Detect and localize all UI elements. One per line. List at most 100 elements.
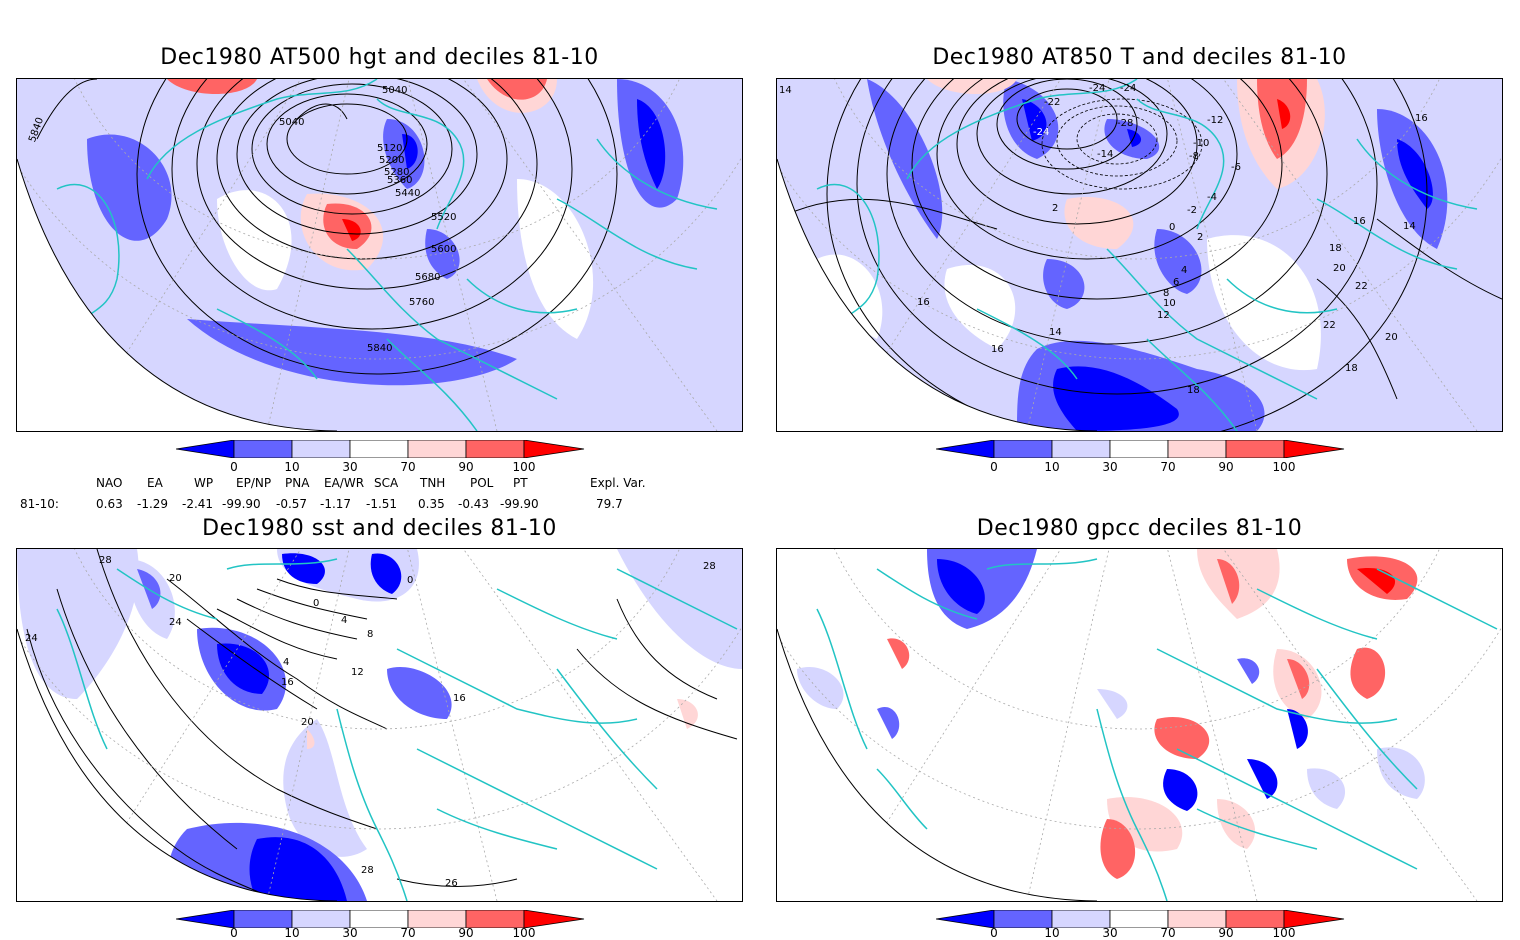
contour-label: 12 [1157,310,1170,321]
contour-label: -4 [1207,192,1217,203]
index-value: 79.7 [596,497,623,511]
contour-label: 5760 [409,297,434,308]
contour-label: 8 [1163,288,1169,299]
index-value: -0.57 [276,497,308,511]
panel-4-map [776,548,1503,902]
index-value: -2.41 [182,497,214,511]
contour-label: 14 [779,85,792,96]
colorbar-tick: 90 [1218,460,1234,474]
contour-label: 5280 [384,167,409,178]
colorbar-tick: 10 [1044,460,1060,474]
contour-label: 5120 [377,143,402,154]
index-header: EA/WR [324,476,365,490]
contour-label: 5360 [387,175,412,186]
colorbar-tick: 30 [342,926,358,940]
index-header: PT [513,476,528,490]
panel-3-map: 28 20 24 24 0 4 8 4 12 16 16 20 26 28 28… [16,548,743,902]
contour-label: 0 [313,598,319,609]
index-header: PNA [285,476,310,490]
colorbar-tick: 30 [1102,926,1118,940]
contour-label: 14 [1403,221,1416,232]
index-header: WP [194,476,214,490]
contour-label: -2 [1187,205,1197,216]
panel-3-contour-labels: 28 20 24 24 0 4 8 4 12 16 16 20 26 28 28… [25,555,716,889]
contour-label: 5680 [415,272,440,283]
contour-label: -24 [1089,83,1105,94]
panel-2-map: -24 -24 -22 -24 -28 -12 -10 -8 -6 -4 -2 … [776,78,1503,432]
colorbar-tick: 100 [512,926,536,940]
contour-label: 18 [1329,243,1342,254]
colorbar-tick: 70 [400,926,416,940]
colorbar-tick: 70 [1160,926,1176,940]
colorbar-tick: 10 [1044,926,1060,940]
colorbar-3: 0 10 30 70 90 100 [176,910,586,940]
index-value: -1.29 [137,497,169,511]
contour-label: 24 [169,617,182,628]
contour-label: 22 [1355,281,1368,292]
contour-label: 24 [25,633,38,644]
contour-label: 6 [1173,277,1179,288]
colorbar-tick: 30 [342,460,358,474]
index-header: TNH [420,476,446,490]
contour-label: 18 [1187,385,1200,396]
colorbar-tick: 10 [284,460,300,474]
index-value: 0.35 [418,497,445,511]
contour-label: 16 [1353,216,1366,227]
index-header: NAO [96,476,123,490]
contour-label: 4 [283,657,289,668]
contour-label: 0 [1169,222,1175,233]
index-row-label: 81-10: [20,497,59,511]
panel-1-map: 5040 5040 5120 5200 5280 5360 5440 5520 … [16,78,743,432]
panel-3-title: Dec1980 sst and deciles 81-10 [202,516,557,541]
contour-label: 2 [1197,232,1203,243]
contour-label: -8 [1189,151,1199,162]
colorbar-2: 0 10 30 70 90 100 [936,440,1346,476]
contour-label: 12 [351,667,364,678]
contour-label: -10 [1193,138,1209,149]
colorbar-tick: 0 [230,460,238,474]
contour-label: 16 [281,677,294,688]
contour-label: 18 [1345,363,1358,374]
index-value: -1.17 [320,497,352,511]
index-value: -0.43 [458,497,490,511]
contour-label: -22 [1044,97,1060,108]
colorbar-tick: 70 [400,460,416,474]
index-value: 0.63 [96,497,123,511]
contour-label: -24 [1033,127,1049,138]
index-value: -99.90 [500,497,539,511]
contour-label: 5440 [395,188,420,199]
contour-label: -12 [1207,115,1223,126]
panel-2-contour-labels: -24 -24 -22 -24 -28 -12 -10 -8 -6 -4 -2 … [779,83,1428,396]
contour-label: -6 [1231,162,1241,173]
contour-label: 16 [1415,113,1428,124]
contour-label: 16 [991,344,1004,355]
colorbar-tick: 0 [990,926,998,940]
contour-label: -28 [1117,118,1133,129]
contour-label: 10 [1163,298,1176,309]
colorbar-tick: 90 [458,460,474,474]
contour-label: 2 [1052,203,1058,214]
contour-label: 5520 [431,212,456,223]
colorbar-tick: 10 [284,926,300,940]
colorbar-1: 0 10 30 70 90 100 [176,440,586,476]
colorbar-tick: 0 [990,460,998,474]
contour-label: 16 [917,297,930,308]
index-header: EA [147,476,163,490]
contour-label: 4 [341,615,347,626]
index-header: Expl. Var. [590,476,646,490]
contour-label: 4 [1181,265,1187,276]
contour-label: 28 [361,865,374,876]
contour-label: 14 [1049,327,1062,338]
contour-label: 5040 [382,85,407,96]
contour-label: 5040 [279,117,304,128]
contour-label: 20 [1333,263,1346,274]
contour-label: 20 [169,573,182,584]
contour-label: 5840 [367,343,392,354]
contour-label: 20 [1385,332,1398,343]
contour-label: 8 [367,629,373,640]
contour-label: 16 [453,693,466,704]
colorbar-tick: 90 [1218,926,1234,940]
contour-label: 5200 [379,155,404,166]
colorbar-tick: 90 [458,926,474,940]
contour-label: 22 [1323,320,1336,331]
